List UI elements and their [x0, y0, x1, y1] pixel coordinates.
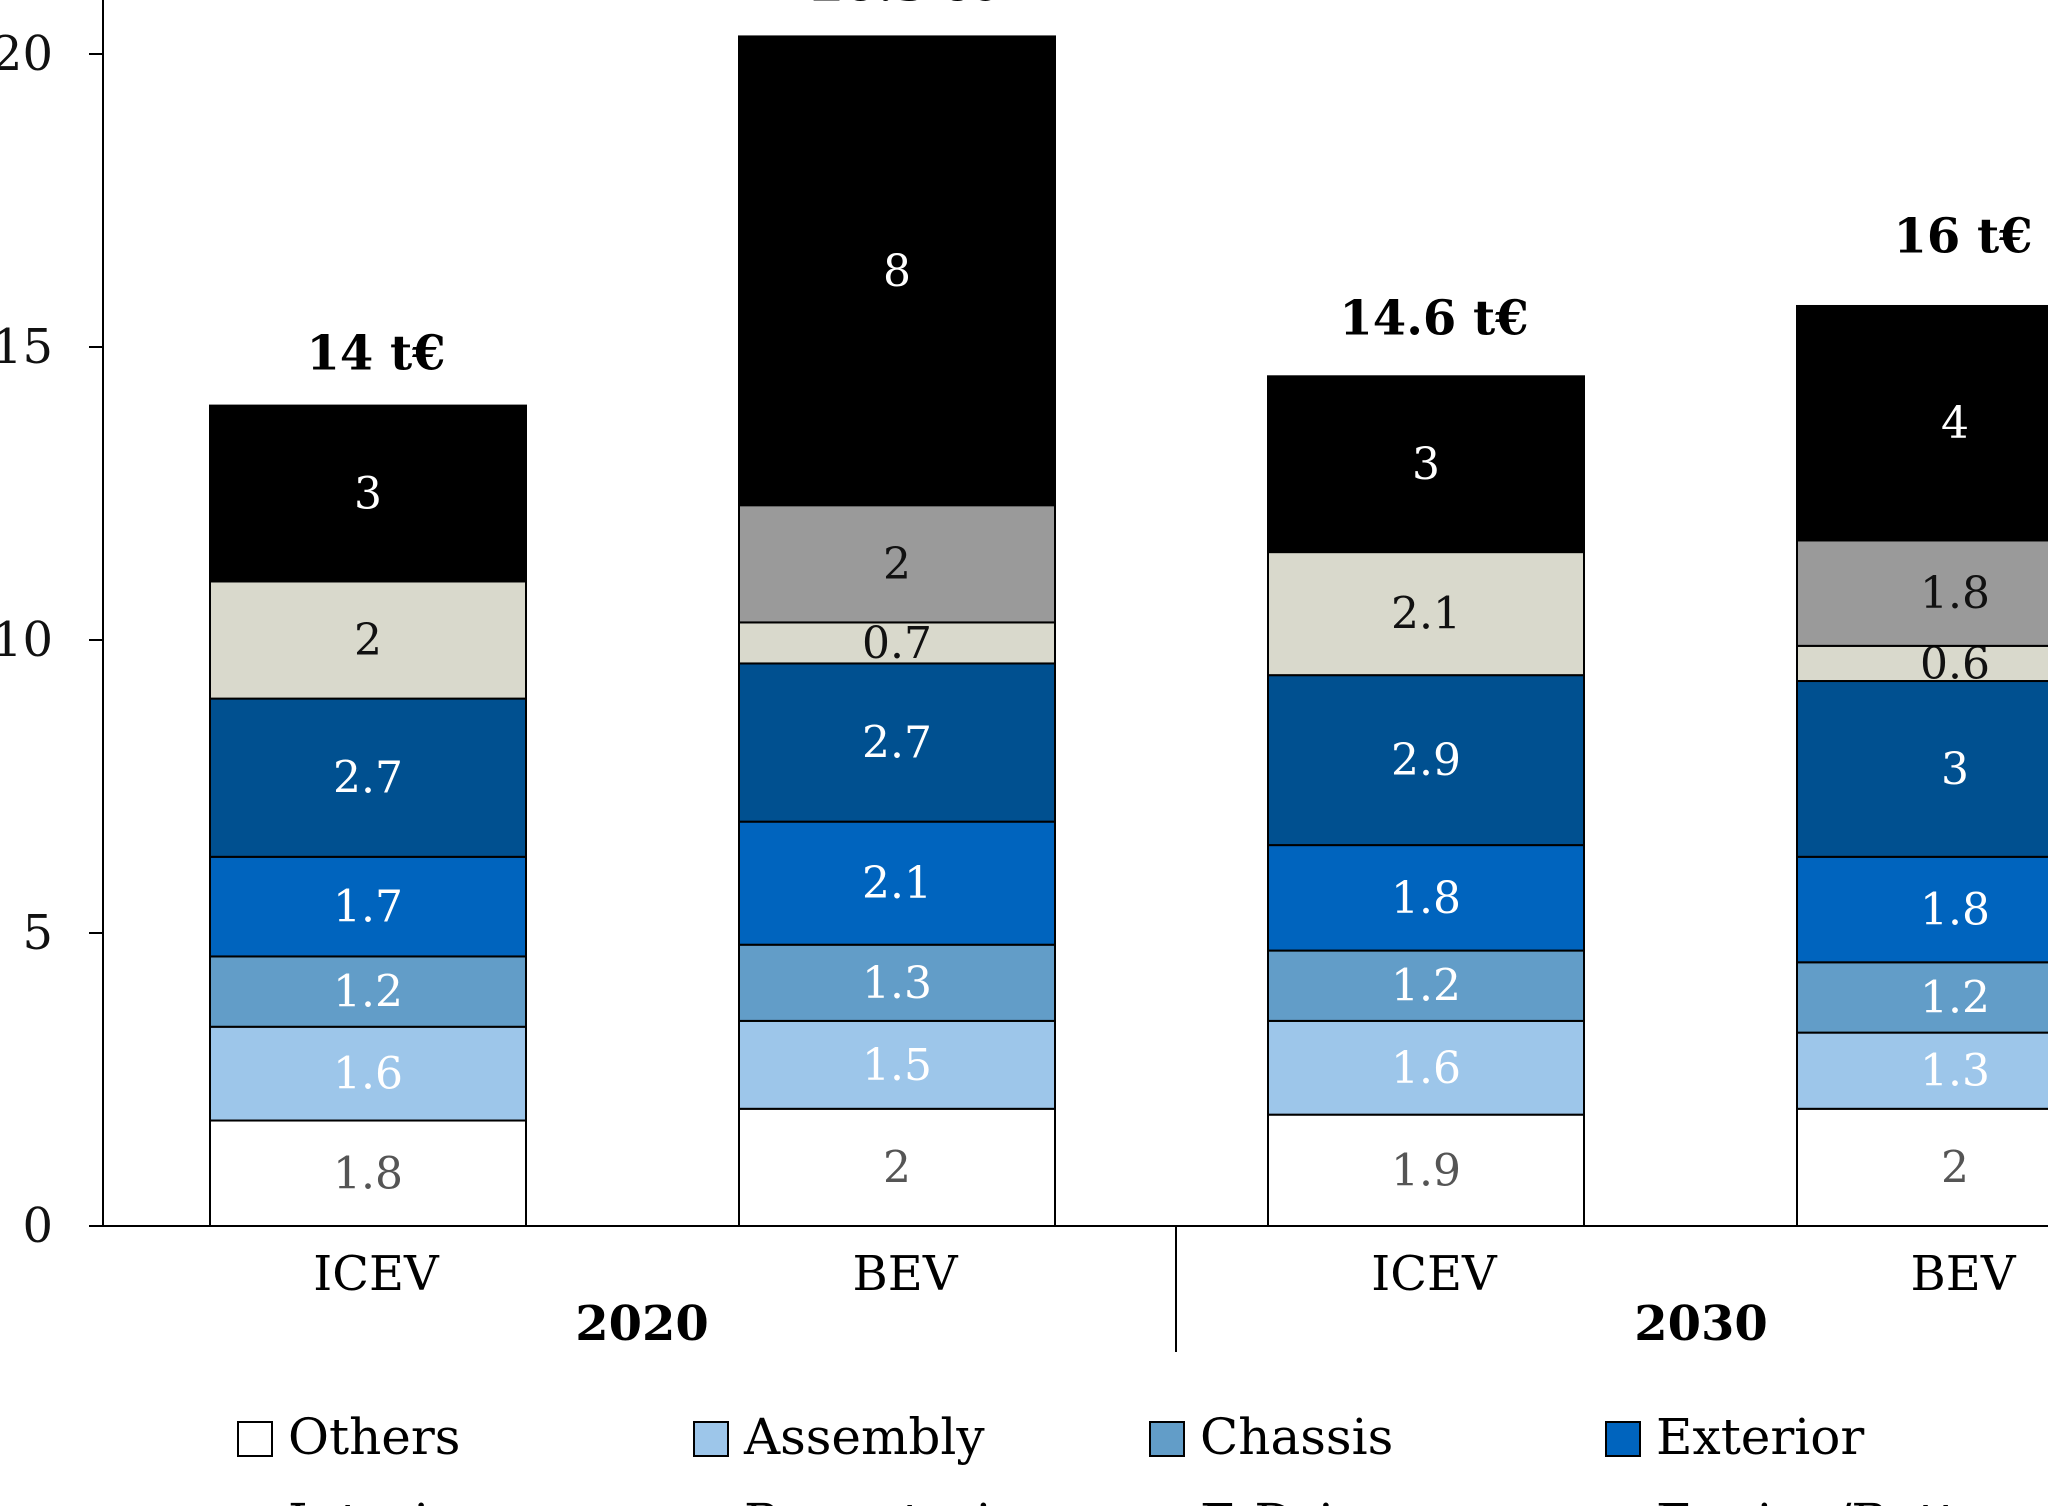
value-label: 2.7: [333, 753, 403, 804]
total-label: 16 t€: [1893, 208, 2032, 264]
value-label: 1.7: [333, 882, 403, 933]
value-label: 3: [1941, 744, 1969, 795]
bar-segment: [1267, 375, 1585, 554]
bar-segment: [738, 1019, 1056, 1110]
bar-segment: [1796, 1107, 2048, 1228]
x-category-label: ICEV: [1371, 1246, 1498, 1302]
value-label: 2: [354, 615, 382, 666]
value-label: 1.9: [1391, 1145, 1461, 1196]
legend-swatch: [1149, 1421, 1185, 1457]
legend-swatch: [1605, 1421, 1641, 1457]
bar-segment: [209, 404, 527, 583]
x-axis: ICEV BEV ICEV BEV 2020 2030: [103, 1225, 2048, 1352]
y-tick-label: 5: [22, 905, 53, 961]
bar-segment: [209, 1025, 527, 1122]
bar-segment: [1267, 1113, 1585, 1228]
bar-segment: [1796, 304, 2048, 542]
bar-segment: [1796, 539, 2048, 647]
value-label: 2: [883, 1142, 911, 1193]
value-label: 1.8: [1920, 568, 1990, 619]
bar-segment: [1267, 1019, 1585, 1116]
value-label: 0.6: [1920, 638, 1990, 689]
bar-segment: [1796, 855, 2048, 964]
x-category-label: BEV: [1911, 1246, 2017, 1302]
x-category-label: ICEV: [313, 1246, 440, 1302]
value-label: 1.3: [1920, 1046, 1990, 1097]
bar-segment: [738, 35, 1056, 507]
bar-segment: [1796, 1031, 2048, 1110]
value-label: 1.3: [862, 958, 932, 1009]
bar-segment: [1267, 551, 1585, 677]
value-label: 2.9: [1391, 735, 1461, 786]
legend: Others Assembly Chassis Exterior Interior Pow…: [237, 1408, 2041, 1506]
value-label: 1.6: [333, 1049, 403, 1100]
bar-segment: [1796, 680, 2048, 858]
bar-segment: [209, 580, 527, 700]
legend-label: Chassis: [1200, 1408, 1393, 1466]
group-label: 2030: [1634, 1296, 1768, 1352]
value-label: 3: [1412, 439, 1440, 490]
y-tick-label: 0: [22, 1198, 53, 1254]
bar-segment: [209, 955, 527, 1028]
x-category-label: BEV: [853, 1246, 959, 1302]
y-tick-label: 15: [0, 319, 53, 375]
value-label: 1.8: [1391, 873, 1461, 924]
value-label: 4: [1941, 398, 1969, 449]
bar-segment: [209, 697, 527, 858]
value-label: 1.8: [1920, 885, 1990, 936]
bar-segment: [1267, 844, 1585, 952]
group-label: 2020: [575, 1296, 709, 1352]
bars: 1.8 1.6 1.2 1.7 2.7 2 3 14 t€ 2 1.5 1.3 2.1 2.7 0.7 2 8…: [209, 0, 2048, 1228]
legend-swatch: [693, 1421, 729, 1457]
value-label: 2.7: [862, 718, 932, 769]
value-label: 2: [1941, 1142, 1969, 1193]
total-label: 14 t€: [306, 326, 445, 382]
bar-segment: [1796, 644, 2048, 683]
legend-label: Engine/Battery: [1656, 1493, 2041, 1506]
value-label: 1.8: [333, 1148, 403, 1199]
bar-segment: [738, 943, 1056, 1022]
legend-label: Interior: [288, 1493, 484, 1506]
legend-swatch: [237, 1421, 273, 1457]
value-label: 2: [883, 539, 911, 590]
value-label: 8: [883, 246, 911, 297]
value-label: 1.2: [1391, 961, 1461, 1012]
value-label: 1.6: [1391, 1043, 1461, 1094]
total-label: 20.3 t€: [810, 0, 999, 12]
y-tick-label: 20: [0, 26, 53, 82]
bar-segment: [738, 504, 1056, 624]
y-axis: 0 5 10 15 20: [0, 0, 104, 1254]
total-label: 14.6 t€: [1339, 290, 1528, 346]
legend-label: Assembly: [743, 1408, 985, 1466]
legend-label: E-Drive: [1200, 1493, 1392, 1506]
bar-segment: [1267, 674, 1585, 847]
value-label: 1.5: [862, 1040, 932, 1091]
legend-label: Powertrain: [744, 1493, 1024, 1506]
bar-segment: [738, 820, 1056, 946]
y-tick-label: 10: [0, 612, 53, 668]
value-label: 3: [354, 469, 382, 520]
value-label: 2.1: [862, 858, 932, 909]
value-label: 2.1: [1391, 589, 1461, 640]
bar-segment: [738, 1107, 1056, 1228]
bar-segment: [738, 662, 1056, 823]
legend-label: Exterior: [1656, 1408, 1864, 1466]
bar-segment: [738, 621, 1056, 665]
value-label: 1.2: [333, 967, 403, 1018]
legend-label: Others: [288, 1408, 460, 1466]
value-label: 1.2: [1920, 972, 1990, 1023]
value-label: 0.7: [862, 618, 932, 669]
